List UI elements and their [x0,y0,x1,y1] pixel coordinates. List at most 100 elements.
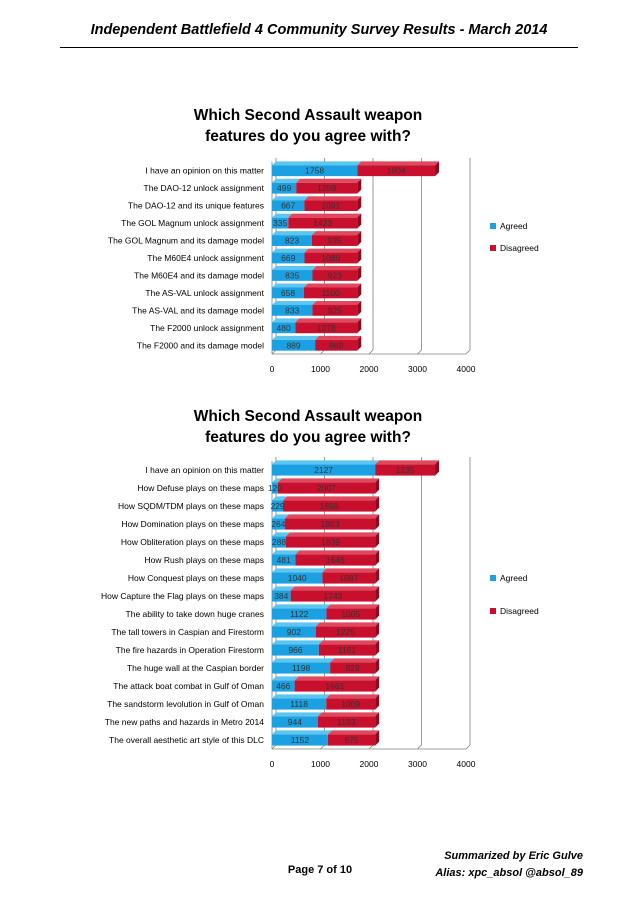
bar-disagreed [327,734,376,746]
data-label-disagreed: 923 [328,270,342,280]
gridline-floor [368,349,374,355]
data-label-agreed: 1152 [291,735,310,745]
legend-swatch [490,575,496,581]
data-label-agreed: 833 [285,305,299,315]
data-label-agreed: 264 [271,519,285,529]
bar-agreed-top [272,460,380,465]
bar-agreed [272,500,284,512]
bar-disagreed-top [303,283,362,288]
bar-disagreed [285,536,376,548]
bar-end-face [375,694,380,710]
bar-disagreed-top [295,318,362,323]
bar-agreed-top [272,231,316,236]
x-tick-label: 2000 [360,759,379,769]
author-alias: Alias: xpc_absol @absol_89 [435,867,583,879]
bar-end-face [357,266,362,281]
bar-agreed [272,680,295,692]
bar-disagreed-top [326,694,380,699]
bar-end-face [375,478,380,494]
bar-agreed-top [272,694,331,699]
x-tick-label: 3000 [408,759,427,769]
bar-disagreed [304,200,358,212]
gridline-floor [320,744,325,750]
bar-agreed [272,252,305,264]
gridline-floor [368,744,374,750]
data-label-agreed: 335 [273,218,287,228]
bar-end-face [375,712,380,728]
bar-disagreed-top [304,248,362,253]
bar-disagreed [315,626,376,638]
bar-disagreed [326,608,376,620]
data-label-agreed: 823 [285,236,299,246]
bar-agreed-top [272,640,323,645]
bar-end-face [357,283,362,299]
bar-disagreed-top [330,658,380,663]
data-label-agreed: 466 [276,681,290,691]
bar-end-face [375,658,380,674]
gridline-floor [465,349,471,355]
category-label: How Obliteration plays on these maps [121,537,264,547]
chart-weapons: Which Second Assault weapon features do y… [108,107,539,374]
category-label: The M60E4 unlock assignment [147,253,264,263]
bar-agreed-top [272,532,290,537]
data-label-disagreed: 1278 [317,323,336,333]
bar-agreed [272,536,286,548]
bar-agreed [272,482,278,494]
bar-end-face [357,231,362,246]
bar-agreed [272,734,328,746]
bar-agreed-top [272,335,320,340]
bar-agreed [272,698,327,710]
bar-disagreed [322,572,376,584]
bar-agreed-top [272,300,317,305]
x-tick-label: 0 [270,364,275,374]
data-label-disagreed: 929 [346,663,360,673]
bar-agreed-top [272,161,362,166]
category-label: The F2000 and its damage model [137,340,264,350]
bar-disagreed-top [326,604,380,609]
data-label-agreed: 944 [288,717,302,727]
data-label-agreed: 1122 [290,609,309,619]
bar-disagreed [317,716,376,728]
bar-disagreed-top [312,300,362,305]
data-label-disagreed: 1898 [320,501,339,511]
data-label-disagreed: 2007 [317,483,336,493]
bar-agreed [272,554,296,566]
bar-disagreed [290,590,376,602]
data-label-agreed: 1040 [288,573,307,583]
data-label-disagreed: 1661 [325,681,344,691]
bar-disagreed-top [312,266,362,271]
data-label-disagreed: 1863 [321,519,340,529]
category-label: The F2000 unlock assignment [150,323,265,333]
data-label-agreed: 658 [281,288,295,298]
chart-title: Which Second Assault weapon [194,408,423,425]
bar-agreed-top [272,196,309,201]
bar-end-face [375,550,380,566]
data-label-agreed: 120 [268,483,282,493]
bar-agreed-top [272,676,299,681]
bar-disagreed-top [375,460,440,465]
chart-title: Which Second Assault weapon [194,107,423,124]
bar-disagreed-top [295,550,380,555]
bar-agreed-top [272,514,289,519]
bar-end-face [357,213,362,229]
bar-agreed [272,464,376,476]
data-label-disagreed: 1604 [387,166,406,176]
data-label-agreed: 835 [285,270,299,280]
x-tick-label: 4000 [457,759,476,769]
category-label: The sandstorm levolution in Gulf of Oman [107,699,264,709]
legend-label: Disagreed [500,606,539,616]
data-label-agreed: 669 [281,253,295,263]
bar-disagreed [296,182,358,194]
bar-disagreed [277,482,376,494]
data-label-agreed: 481 [277,555,291,565]
gridline-floor [417,349,422,355]
gridline-floor [417,744,422,750]
bar-end-face [375,640,380,656]
bar-agreed-top [272,318,300,323]
bar-disagreed-top [315,335,362,340]
bar-disagreed-top [290,586,380,591]
bar-disagreed-top [318,640,380,645]
bar-end-face [357,318,362,334]
data-label-agreed: 667 [281,201,295,211]
data-label-disagreed: 1091 [321,201,340,211]
